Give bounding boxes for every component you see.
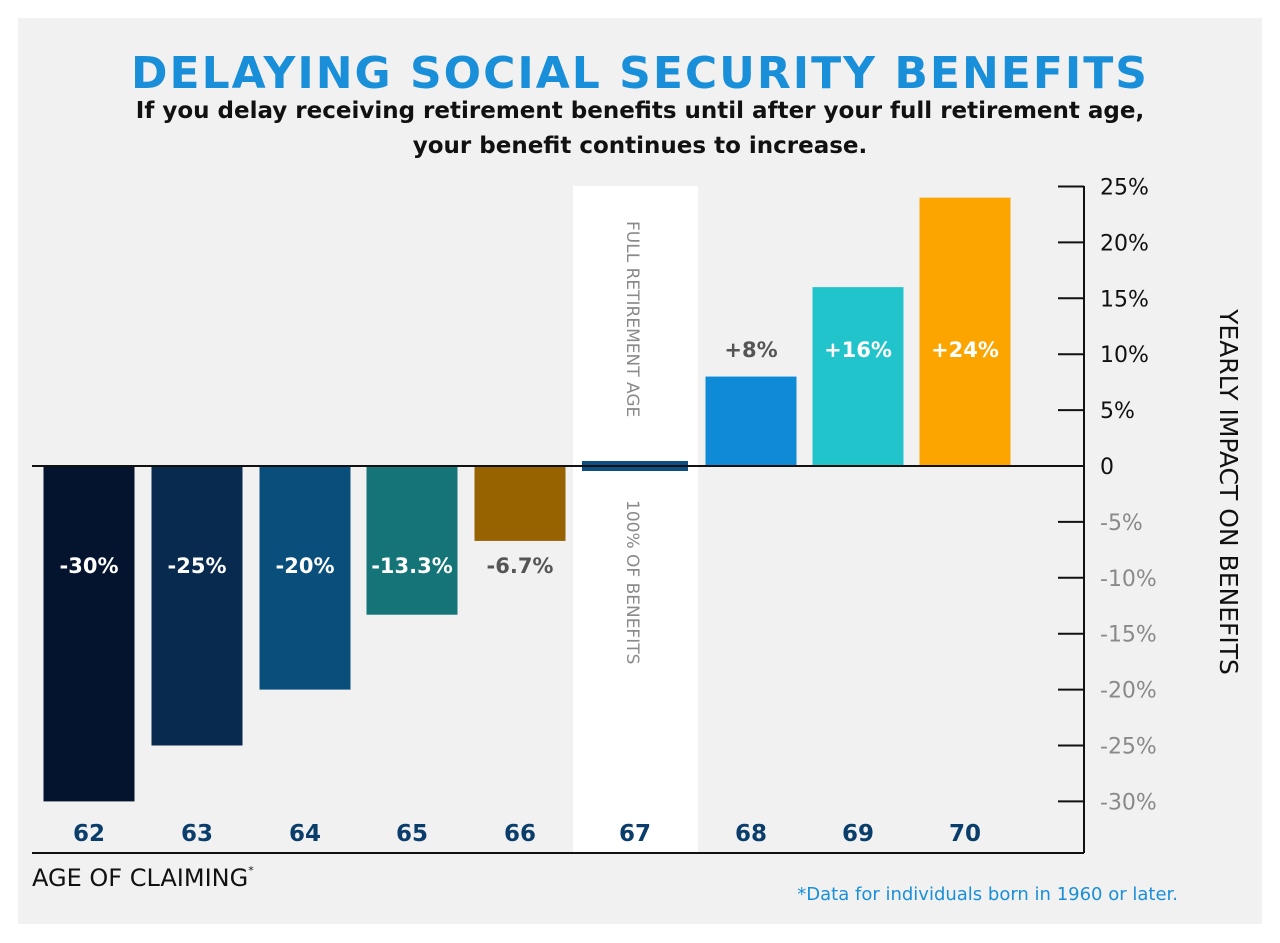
bar-age-62 bbox=[43, 466, 135, 802]
bar-age-66 bbox=[474, 466, 566, 541]
category-label-66: 66 bbox=[504, 821, 536, 847]
category-label-65: 65 bbox=[396, 821, 428, 847]
full-retirement-age-label: FULL RETIREMENT AGE bbox=[622, 221, 642, 417]
data-label-age-64: -20% bbox=[276, 554, 335, 578]
category-label-64: 64 bbox=[289, 821, 321, 847]
data-label-age-63: -25% bbox=[168, 554, 227, 578]
y-tick-label-0: 25% bbox=[1100, 176, 1149, 201]
y-tick-label-8: -15% bbox=[1100, 623, 1157, 648]
bar-age-69 bbox=[812, 287, 904, 466]
y-tick-label-9: -20% bbox=[1100, 679, 1157, 704]
data-label-age-66: -6.7% bbox=[487, 554, 554, 578]
y-tick-label-7: -10% bbox=[1100, 567, 1157, 592]
bar-age-63 bbox=[151, 466, 243, 746]
data-label-age-68: +8% bbox=[724, 338, 777, 362]
y-tick-label-10: -25% bbox=[1100, 735, 1157, 760]
chart-title: DELAYING SOCIAL SECURITY BENEFITS bbox=[131, 48, 1149, 99]
bar-age-65 bbox=[366, 466, 458, 615]
y-tick-label-11: -30% bbox=[1100, 790, 1157, 815]
footnote: *Data for individuals born in 1960 or la… bbox=[797, 884, 1178, 905]
category-label-67: 67 bbox=[619, 821, 651, 847]
category-label-68: 68 bbox=[735, 821, 767, 847]
x-axis-footnote-marker: * bbox=[248, 864, 254, 877]
y-tick-label-4: 5% bbox=[1100, 399, 1135, 424]
y-tick-label-2: 15% bbox=[1100, 287, 1149, 312]
x-axis-title: AGE OF CLAIMING* bbox=[32, 864, 254, 892]
data-label-age-62: -30% bbox=[60, 554, 119, 578]
data-label-age-69: +16% bbox=[824, 338, 892, 362]
chart-subtitle-line-1: If you delay receiving retirement benefi… bbox=[135, 98, 1145, 124]
full-retirement-age-band bbox=[573, 186, 698, 853]
data-label-age-70: +24% bbox=[931, 338, 999, 362]
chart-subtitle-line-2: your benefit continues to increase. bbox=[412, 133, 868, 159]
y-axis-title: YEARLY IMPACT ON BENEFITS bbox=[1214, 308, 1243, 675]
bar-age-68 bbox=[705, 376, 797, 466]
hundred-percent-benefits-label: 100% OF BENEFITS bbox=[622, 500, 642, 664]
y-tick-label-5: 0 bbox=[1100, 455, 1114, 480]
category-label-62: 62 bbox=[73, 821, 105, 847]
y-tick-label-1: 20% bbox=[1100, 231, 1149, 256]
category-label-70: 70 bbox=[949, 821, 981, 847]
data-label-age-65: -13.3% bbox=[371, 554, 453, 578]
y-tick-label-3: 10% bbox=[1100, 343, 1149, 368]
bar-age-64 bbox=[259, 466, 351, 690]
category-label-63: 63 bbox=[181, 821, 213, 847]
bar-age-70 bbox=[919, 197, 1011, 466]
category-label-69: 69 bbox=[842, 821, 874, 847]
x-axis-label: AGE OF CLAIMING bbox=[32, 864, 249, 892]
y-tick-label-6: -5% bbox=[1100, 511, 1143, 536]
